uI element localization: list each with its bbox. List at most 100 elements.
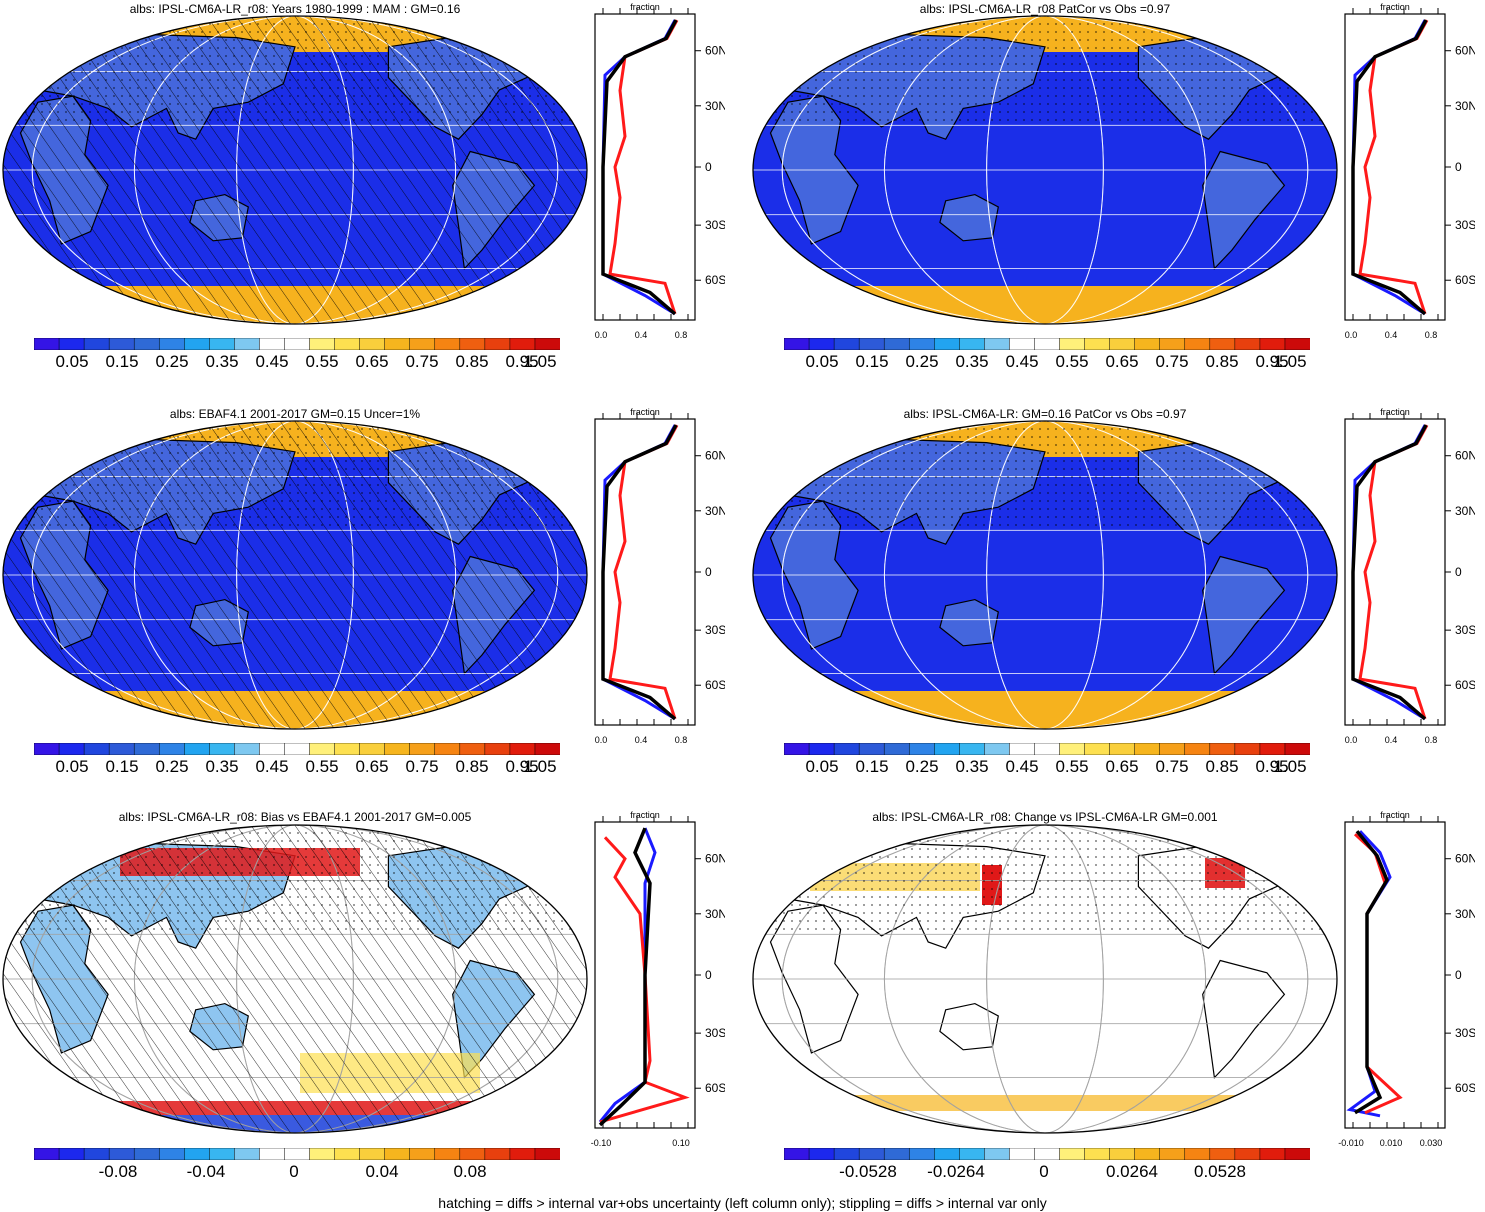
colorbar-tick-label: -0.08 [98,1162,138,1181]
colorbar-tick-label: -0.0528 [839,1162,897,1181]
colorbar-swatch [1159,1148,1186,1160]
svg-text:0.0: 0.0 [595,330,608,340]
colorbar-swatch [209,338,236,350]
colorbar-swatch [184,743,211,755]
svg-text:fraction: fraction [1380,2,1410,12]
colorbar-swatch [1109,338,1136,350]
colorbar-swatch [209,1148,236,1160]
svg-text:fraction: fraction [1380,407,1410,417]
colorbar-swatch [833,338,860,350]
colorbar-swatch [1084,743,1111,755]
colorbar-tick-label: 0.65 [1105,352,1139,371]
colorbar-swatch [434,743,461,755]
colorbar-swatch [858,743,885,755]
colorbar-swatch [908,338,936,350]
colorbar-swatch [284,743,311,755]
colorbar-swatch [133,1148,160,1160]
colorbar-swatch [1259,1148,1286,1160]
colorbar-swatch [184,338,211,350]
svg-text:0: 0 [1455,565,1462,579]
colorbar-swatch [58,338,85,350]
colorbar-swatch [1209,743,1236,755]
colorbar-tick-label: -0.04 [186,1162,226,1181]
svg-text:0.0: 0.0 [1345,330,1358,340]
svg-text:fraction: fraction [630,810,660,820]
colorbar [784,743,1310,755]
colorbar-swatch [1034,743,1061,755]
colorbar-swatch [1259,743,1286,755]
colorbar-tick-label: 0.75 [1155,757,1189,776]
colorbar-swatch [459,1148,486,1160]
world-map [2,420,588,730]
colorbar-tick-label: 0.85 [455,352,489,371]
colorbar-tick-label: 0.35 [205,757,239,776]
colorbar-swatch [158,1148,186,1160]
svg-text:0.8: 0.8 [1425,735,1438,745]
colorbar-tick-label: 0.65 [355,352,389,371]
colorbar-swatch [1134,743,1161,755]
colorbar-swatch [484,1148,511,1160]
zonal-profile: fraction 60N 30N 0 30S 60S 0.0 0.4 0.8 [594,407,725,745]
colorbar-swatch [1059,743,1086,755]
colorbar-swatch [534,338,560,350]
colorbar-swatch [234,743,261,755]
colorbar [34,743,560,755]
panel-title: albs: IPSL-CM6A-LR_r08: Bias vs EBAF4.1 … [118,810,472,824]
colorbar-tick-label: 0.85 [1205,757,1239,776]
svg-text:0: 0 [705,160,712,174]
colorbar-swatch [1184,1148,1211,1160]
svg-text:30S: 30S [1455,1026,1475,1040]
colorbar-swatch [484,338,511,350]
colorbar-swatch [833,1148,860,1160]
svg-text:0.10: 0.10 [672,1138,690,1148]
colorbar-swatch [434,1148,461,1160]
colorbar-swatch [83,1148,110,1160]
colorbar-swatch [908,1148,936,1160]
colorbar-swatch [1109,1148,1136,1160]
colorbar-swatch [359,1148,386,1160]
colorbar-tick-label: 0.95 [1255,352,1289,371]
zonal-profile: fraction 60N 30N 0 30S 60S -0.10 0.10 [591,810,725,1148]
colorbar-swatch [1209,338,1236,350]
colorbar-swatch [1059,338,1086,350]
svg-text:30S: 30S [705,1026,725,1040]
svg-text:0.4: 0.4 [1385,735,1398,745]
zonal-profile: fraction 60N 30N 0 30S 60S 0.0 0.4 0.8 [1344,2,1475,340]
colorbar-swatch [934,338,961,350]
colorbar-swatch [334,1148,361,1160]
colorbar-tick-label: 0.95 [1255,757,1289,776]
panel-title: albs: IPSL-CM6A-LR_r08 PatCor vs Obs =0.… [919,2,1171,16]
colorbar-tick-label: 0.25 [155,757,189,776]
colorbar-tick-label: 0.04 [365,1162,399,1181]
svg-text:60S: 60S [705,678,725,692]
colorbar-tick-label: 1.05 [523,352,557,371]
colorbar-swatch [1284,338,1310,350]
svg-text:0.0: 0.0 [595,735,608,745]
colorbar-swatch [1134,338,1161,350]
colorbar-swatch [434,338,461,350]
colorbar-swatch [34,743,60,755]
svg-text:60N: 60N [705,44,725,58]
colorbar-swatch [133,338,160,350]
footer-note: hatching = diffs > internal var+obs unce… [438,1195,1047,1211]
colorbar-swatch [984,1148,1011,1160]
colorbar-tick-label: 0.15 [105,757,139,776]
colorbar-tick-label: 0.08 [453,1162,487,1181]
colorbar-swatch [858,338,885,350]
colorbar-swatch [808,1148,835,1160]
colorbar-swatch [1059,1148,1086,1160]
colorbar-swatch [808,338,835,350]
colorbar-swatch [908,743,936,755]
colorbar-swatch [883,338,910,350]
svg-text:60S: 60S [1455,273,1475,287]
colorbar-labels: -0.0528 -0.0264 0 0.0264 0.0528 [784,1162,1310,1184]
colorbar-swatch [1259,338,1286,350]
panel-title: albs: IPSL-CM6A-LR_r08: Years 1980-1999 … [129,2,461,16]
svg-text:30S: 30S [705,623,725,637]
svg-text:0.4: 0.4 [635,735,648,745]
svg-text:60N: 60N [1455,852,1475,866]
colorbar-swatch [984,338,1011,350]
colorbar-tick-label: 0.65 [1105,757,1139,776]
colorbar-swatch [234,1148,261,1160]
colorbar-swatch [1234,1148,1261,1160]
